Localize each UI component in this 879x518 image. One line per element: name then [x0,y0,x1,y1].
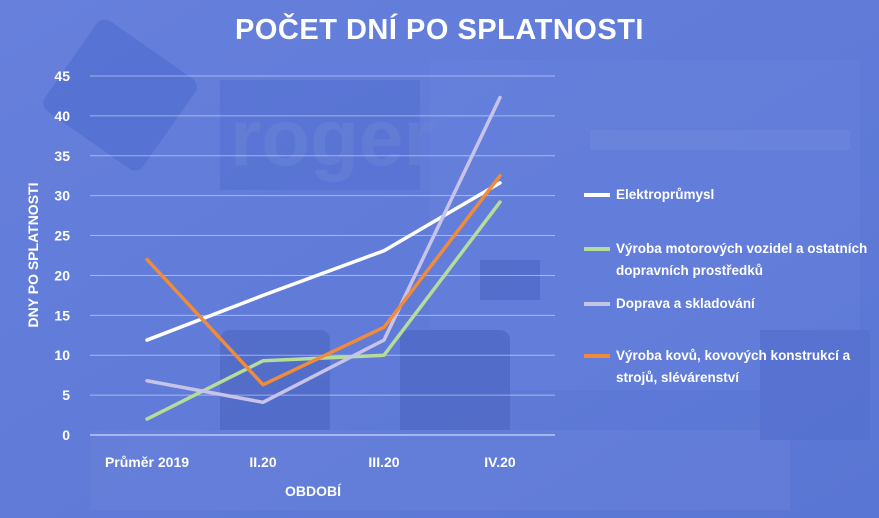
y-tick-label: 5 [62,387,70,403]
svg-text:roger: roger [230,93,435,182]
y-tick-label: 40 [54,108,70,124]
y-tick-label: 35 [54,148,70,164]
chart-title: POČET DNÍ PO SPLATNOSTI [235,14,644,46]
x-axis-ticks: Průměr 2019 II.20 III.20 IV.20 [105,454,516,470]
legend-item-doprava: Doprava a skladování [584,293,876,315]
y-axis-ticks: 0 5 10 15 20 25 30 35 40 45 [54,68,70,443]
legend-label: Elektroprůmysl [616,187,715,202]
legend-item-vyroba-vozidel: Výroba motorových vozidel a ostatních do… [584,238,876,282]
x-tick-label: Průměr 2019 [105,454,189,470]
series-line-2 [145,95,502,405]
legend-label: Doprava a skladování [616,296,755,311]
y-tick-label: 0 [62,427,70,443]
x-tick-label: III.20 [368,454,399,470]
y-tick-label: 20 [54,267,70,283]
y-tick-label: 15 [54,307,70,323]
legend-item-elektroprumysl: Elektroprůmysl [584,184,876,206]
legend-swatch [584,354,610,358]
y-axis-label: DNY PO SPLATNOSTI [25,183,41,328]
y-tick-label: 45 [54,68,70,84]
series-line-3 [145,173,502,387]
y-tick-label: 10 [54,347,70,363]
legend-item-vyroba-kovu: Výroba kovů, kovových konstrukcí a stroj… [584,345,876,389]
legend-label: Výroba motorových vozidel a ostatních do… [616,241,868,278]
x-tick-label: IV.20 [484,454,516,470]
legend-swatch [584,193,610,197]
legend-swatch [584,247,610,251]
series-lines [145,95,502,421]
y-tick-label: 25 [54,228,70,244]
legend-swatch [584,302,610,306]
series-line-1 [145,200,502,421]
x-tick-label: II.20 [249,454,276,470]
legend-label: Výroba kovů, kovových konstrukcí a stroj… [616,348,851,385]
y-tick-label: 30 [54,188,70,204]
gridlines [90,75,555,436]
x-axis-label: OBDOBÍ [285,483,342,499]
